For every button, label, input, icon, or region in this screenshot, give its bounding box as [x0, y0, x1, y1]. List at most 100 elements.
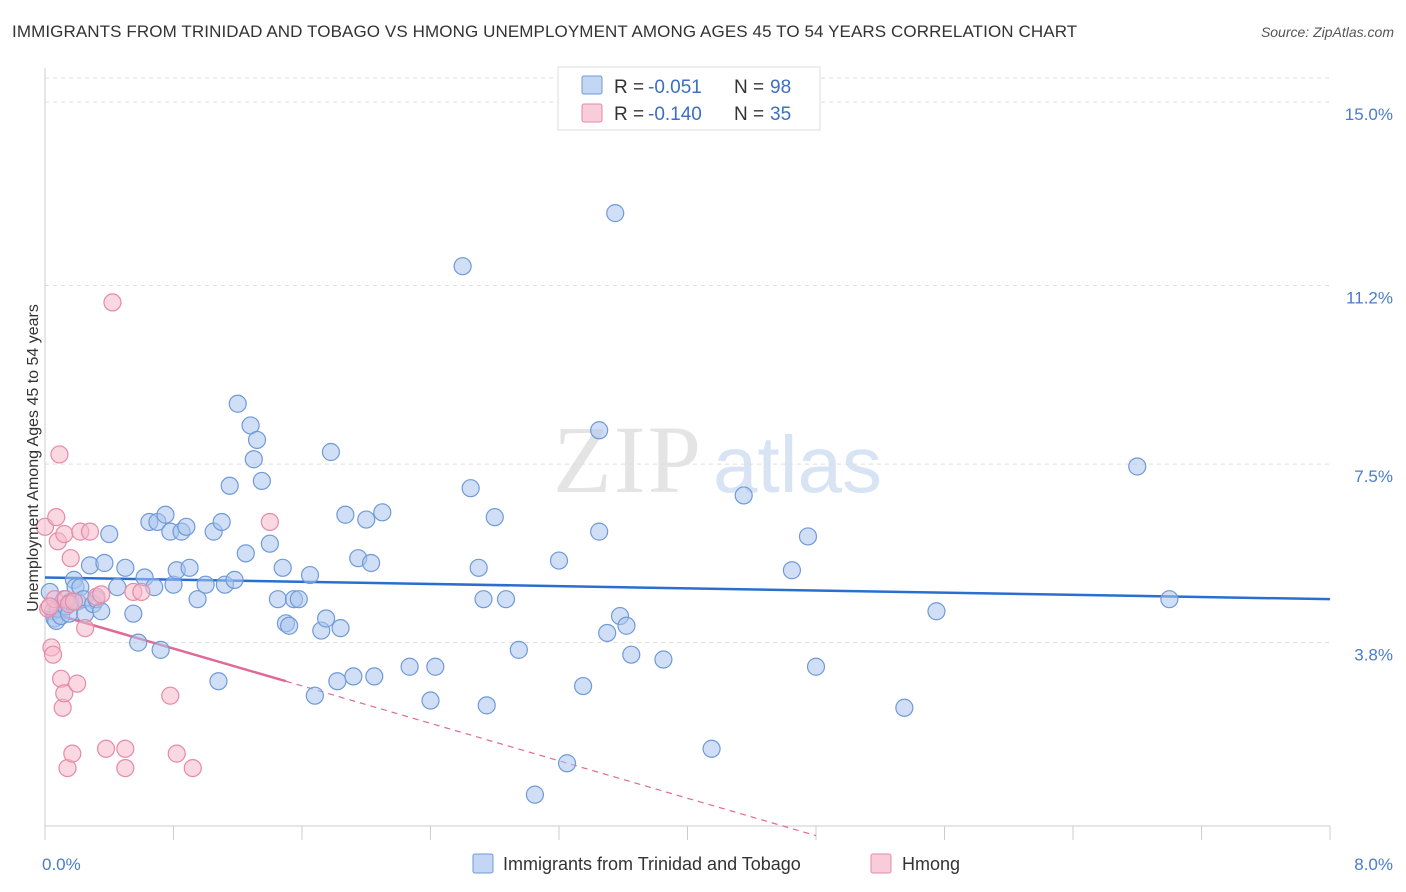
data-point-trinidad [469, 558, 488, 577]
data-point-hmong [61, 549, 80, 568]
legend-swatch-blue [581, 75, 603, 95]
data-point-hmong [161, 686, 180, 705]
x-tick-label-min: 0.0% [42, 855, 81, 874]
data-point-trinidad [244, 450, 263, 469]
data-point-hmong [132, 582, 151, 602]
data-point-trinidad [305, 686, 324, 705]
data-point-trinidad [316, 609, 336, 628]
y-tick-label: 11.2% [1346, 289, 1393, 308]
data-point-trinidad [361, 553, 381, 573]
bottom-legend-label-1: Immigrants from Trinidad and Tobago [503, 854, 801, 874]
data-point-trinidad [426, 657, 445, 676]
correlation-legend: R = -0.051 N = 98 R = -0.140 N = 35 [557, 66, 821, 131]
data-point-trinidad [300, 565, 320, 585]
data-point-trinidad [220, 476, 239, 495]
data-point-trinidad [331, 619, 350, 638]
bottom-legend-swatch-pink [870, 853, 892, 874]
data-point-trinidad [590, 522, 609, 541]
data-point-trinidad [806, 657, 826, 676]
data-point-hmong [76, 619, 95, 638]
data-point-trinidad [365, 667, 384, 686]
data-point-hmong [50, 445, 69, 464]
legend-swatch-pink [581, 103, 603, 123]
data-point-hmong [116, 739, 135, 758]
data-point-trinidad [373, 503, 392, 522]
data-point-trinidad [289, 590, 308, 609]
data-point-trinidad [590, 421, 609, 440]
data-point-trinidad [95, 553, 114, 573]
data-point-trinidad [108, 578, 127, 597]
data-point-trinidad [100, 524, 119, 544]
data-point-trinidad [151, 640, 170, 659]
data-point-trinidad [273, 558, 292, 577]
data-point-hmong [92, 585, 111, 604]
data-point-trinidad [124, 604, 143, 623]
data-point-hmong [43, 645, 63, 664]
y-tick-label: 15.0% [1345, 105, 1393, 124]
watermark-zip: ZIP [553, 406, 703, 513]
data-point-trinidad [798, 527, 818, 546]
data-point-trinidad [1160, 590, 1179, 609]
data-point-trinidad [116, 558, 135, 577]
data-point-trinidad [617, 616, 636, 635]
data-point-hmong [55, 684, 74, 703]
data-point-hmong [64, 592, 84, 611]
legend-n-label-1: N = [734, 77, 764, 98]
data-point-trinidad [336, 505, 355, 524]
data-point-trinidad [236, 544, 255, 563]
data-point-trinidad [557, 754, 577, 773]
series-legend: Immigrants from Trinidad and Tobago Hmon… [472, 853, 960, 874]
data-point-trinidad [156, 505, 175, 524]
data-point-hmong [68, 674, 87, 693]
data-point-trinidad [1128, 457, 1147, 476]
data-point-trinidad [252, 471, 271, 491]
data-point-hmong [167, 744, 186, 763]
data-point-hmong [40, 597, 59, 616]
data-point-hmong [55, 524, 74, 544]
data-point-trinidad [177, 517, 196, 536]
data-point-hmong [260, 512, 279, 532]
data-point-trinidad [225, 570, 244, 589]
y-axis-label: Unemployment Among Ages 45 to 54 years [25, 304, 42, 612]
data-point-trinidad [328, 672, 347, 691]
data-point-trinidad [606, 204, 625, 223]
data-point-trinidad [180, 558, 199, 577]
data-point-hmong [80, 522, 100, 541]
trend-line-hmong-extrapolated [285, 680, 817, 837]
data-point-trinidad [268, 590, 288, 609]
legend-r-label-1: R = [614, 77, 644, 98]
legend-n-label-2: N = [734, 104, 764, 125]
legend-r-value-1: -0.051 [648, 77, 702, 98]
data-point-trinidad [196, 575, 215, 594]
bottom-legend-swatch-blue [472, 853, 494, 874]
data-point-trinidad [321, 442, 341, 462]
data-point-trinidad [496, 590, 516, 609]
data-point-trinidad [477, 696, 496, 715]
data-point-trinidad [474, 590, 493, 609]
data-point-hmong [63, 744, 82, 763]
data-point-trinidad [509, 640, 528, 659]
data-point-trinidad [549, 551, 569, 570]
data-point-trinidad [782, 561, 802, 580]
data-point-trinidad [702, 739, 721, 758]
data-point-hmong [103, 293, 122, 312]
axes: 3.8% 7.5% 11.2% 15.0% [44, 68, 1393, 840]
legend-r-label-2: R = [614, 104, 644, 125]
data-point-trinidad [421, 691, 440, 710]
trend-line-trinidad [44, 576, 1331, 601]
data-point-trinidad [129, 633, 148, 652]
data-point-trinidad [228, 394, 247, 413]
data-point-trinidad [209, 672, 228, 691]
data-point-hmong [96, 739, 116, 758]
data-point-hmong [47, 508, 66, 527]
chart-source: Source: ZipAtlas.com [1260, 24, 1394, 40]
data-point-trinidad [461, 479, 480, 498]
data-point-hmong [183, 758, 202, 778]
trend-lines [44, 576, 1331, 837]
grid-lines [45, 77, 1330, 644]
data-point-trinidad [453, 257, 472, 276]
legend-n-value-1: 98 [770, 77, 791, 98]
data-point-trinidad [280, 616, 299, 635]
bottom-legend-label-2: Hmong [902, 854, 960, 874]
